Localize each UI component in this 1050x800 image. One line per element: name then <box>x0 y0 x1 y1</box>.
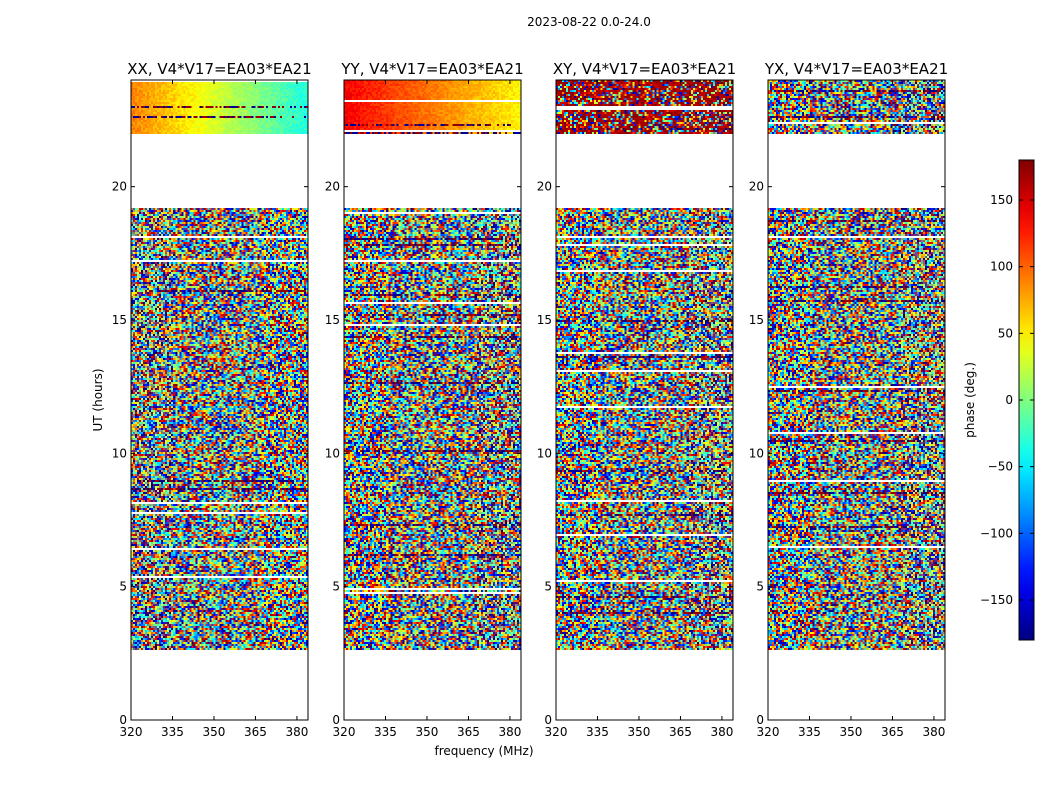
phase-heatmap <box>768 80 945 720</box>
y-tick-label: 5 <box>544 580 552 594</box>
colorbar: −150 −100 −50 0 50 100 150 <box>980 159 1035 641</box>
panel-title: XX, V4*V17=EA03*EA21 <box>127 60 311 78</box>
x-tick-label: 335 <box>586 725 609 739</box>
colorbar-tick-label: 150 <box>990 193 1013 207</box>
colorbar-tick-label: −50 <box>988 460 1013 474</box>
y-tick-label: 10 <box>537 446 552 460</box>
phase-heatmap <box>556 80 733 720</box>
x-tick-label: 380 <box>498 725 521 739</box>
y-tick-label: 0 <box>332 713 340 727</box>
colorbar-tick-label: 50 <box>998 326 1013 340</box>
y-tick-label: 5 <box>756 580 764 594</box>
x-tick-label: 320 <box>120 725 143 739</box>
y-tick-label: 10 <box>112 446 127 460</box>
axes-frame <box>130 79 309 721</box>
y-tick-label: 10 <box>749 446 764 460</box>
colorbar-tick-label: −150 <box>980 593 1013 607</box>
x-tick-label: 350 <box>203 725 226 739</box>
x-tick-label: 365 <box>669 725 692 739</box>
x-tick-label: 335 <box>798 725 821 739</box>
y-tick-label: 15 <box>749 313 764 327</box>
colorbar-tick-label: 0 <box>1005 393 1013 407</box>
x-tick-label: 335 <box>374 725 397 739</box>
x-tick-label: 365 <box>881 725 904 739</box>
x-axis-label: frequency (MHz) <box>434 744 533 758</box>
y-tick-label: 0 <box>756 713 764 727</box>
x-tick-label: 380 <box>710 725 733 739</box>
x-tick-label: 320 <box>757 725 780 739</box>
figure-suptitle: 2023-08-22 0.0-24.0 <box>527 15 651 29</box>
x-tick-label: 350 <box>416 725 439 739</box>
x-tick-label: 335 <box>161 725 184 739</box>
phase-heatmap <box>131 80 308 720</box>
x-tick-label: 320 <box>545 725 568 739</box>
panel-title: XY, V4*V17=EA03*EA21 <box>553 60 736 78</box>
y-tick-label: 5 <box>332 580 340 594</box>
panel-yy: YY, V4*V17=EA03*EA21 320 335 350 365 380 0 5 10 1… <box>325 60 524 739</box>
panel-yx: YX, V4*V17=EA03*EA21 320 335 350 365 380 0 5 10 1… <box>749 60 948 739</box>
y-tick-label: 15 <box>112 313 127 327</box>
x-tick-label: 350 <box>840 725 863 739</box>
y-tick-label: 0 <box>119 713 127 727</box>
axes-frame <box>343 79 522 721</box>
axes-frame <box>555 79 734 721</box>
colorbar-tick-label: −100 <box>980 526 1013 540</box>
colorbar-gradient <box>1019 160 1034 640</box>
x-tick-label: 350 <box>628 725 651 739</box>
y-tick-label: 15 <box>325 313 340 327</box>
x-tick-label: 380 <box>922 725 945 739</box>
colorbar-label: phase (deg.) <box>963 362 977 438</box>
y-tick-label: 20 <box>537 180 552 194</box>
colorbar-tick-label: 100 <box>990 260 1013 274</box>
axes-frame <box>767 79 946 721</box>
y-tick-label: 0 <box>544 713 552 727</box>
y-tick-label: 5 <box>119 580 127 594</box>
y-tick-label: 20 <box>112 180 127 194</box>
panel-title: YX, V4*V17=EA03*EA21 <box>764 60 948 78</box>
x-tick-label: 365 <box>457 725 480 739</box>
y-tick-label: 20 <box>325 180 340 194</box>
panel-xx: XX, V4*V17=EA03*EA21 320 335 350 365 380 0 5 10 1… <box>112 60 312 739</box>
y-axis-label: UT (hours) <box>91 368 105 431</box>
phase-heatmap <box>344 80 521 720</box>
x-tick-label: 380 <box>285 725 308 739</box>
x-tick-label: 365 <box>244 725 267 739</box>
panel-xy: XY, V4*V17=EA03*EA21 320 335 350 365 380 0 5 10 1… <box>537 60 736 739</box>
y-tick-label: 10 <box>325 446 340 460</box>
y-tick-label: 15 <box>537 313 552 327</box>
panel-title: YY, V4*V17=EA03*EA21 <box>340 60 523 78</box>
y-tick-label: 20 <box>749 180 764 194</box>
x-tick-label: 320 <box>333 725 356 739</box>
